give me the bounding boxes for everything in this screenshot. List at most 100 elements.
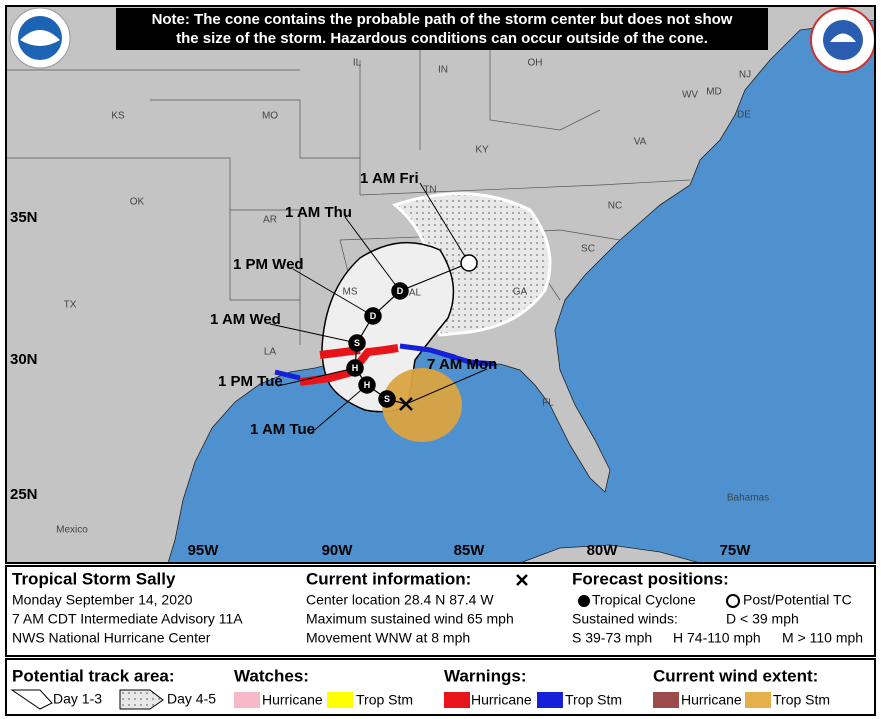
state-label: TN: [423, 185, 436, 196]
legend-text: Hurricane: [262, 692, 323, 708]
map-labels: IL IN OH KS MO KY WV VA OK AR TN NC SC MS AL GA TX LA FL Me…: [10, 58, 769, 559]
post-icon: [726, 594, 740, 608]
state-label: GA: [513, 287, 528, 298]
info-text: Center location 28.4 N 87.4 W: [306, 592, 494, 608]
forecast-point: [364, 307, 382, 325]
state-label: OH: [528, 58, 543, 69]
forecast-label: 1 PM Wed: [233, 256, 304, 273]
legend-text: Day 1-3: [53, 691, 102, 707]
forecast-point: [378, 390, 396, 408]
forecast-label: 1 PM Tue: [218, 373, 283, 390]
state-label: MS: [343, 287, 358, 298]
info-text: NWS National Hurricane Center: [12, 630, 211, 646]
legend-text: Trop Stm: [356, 692, 413, 708]
state-label: KS: [111, 111, 125, 122]
forecast-point: [358, 376, 376, 394]
info-title: Current information:: [306, 569, 471, 588]
legend-title: Watches:: [234, 666, 309, 685]
day13-icon: [10, 689, 53, 710]
state-label: VA: [634, 137, 647, 148]
info-text: Post/Potential TC: [743, 592, 852, 608]
note-line: Note: The cone contains the probable pat…: [152, 11, 733, 28]
info-text: Tropical Cyclone: [592, 592, 696, 608]
info-panel: [5, 565, 876, 657]
leader-line: [405, 368, 488, 405]
state-label: Bahamas: [727, 493, 769, 504]
point-code: D: [397, 286, 404, 296]
legend-text: Hurricane: [471, 692, 532, 708]
map: IL IN OH KS MO KY WV VA OK AR TN NC SC MS AL GA TX LA FL Me…: [6, 6, 875, 563]
watch-hurricane-swatch: [234, 692, 260, 708]
lon-label: 75W: [720, 542, 752, 559]
forecast-point: [460, 254, 478, 272]
state-label: DE: [737, 110, 751, 121]
forecast-point: [346, 359, 364, 377]
legend-text: Trop Stm: [773, 692, 830, 708]
legend-text: Day 4-5: [167, 691, 216, 707]
nws-logo: [810, 7, 875, 73]
state-label: IL: [353, 58, 362, 69]
point-code: H: [364, 380, 371, 390]
point-code: D: [466, 258, 473, 268]
forecast-point: [391, 282, 409, 300]
info-text: Monday September 14, 2020: [12, 592, 193, 608]
state-label: IN: [438, 65, 448, 76]
state-label: KY: [475, 145, 489, 156]
state-label: FL: [542, 398, 554, 409]
warn-hurricane-swatch: [444, 692, 470, 708]
point-code: D: [370, 311, 377, 321]
point-code: H: [352, 363, 359, 373]
tc-icon: [578, 595, 590, 607]
legend-text: Hurricane: [681, 692, 742, 708]
lat-label: 30N: [10, 351, 38, 368]
state-label: Mexico: [56, 525, 88, 536]
leader-line: [309, 384, 368, 435]
point-code: S: [354, 338, 360, 348]
note-line: the size of the storm. Hazardous conditi…: [176, 30, 708, 47]
lon-label: 95W: [188, 542, 220, 559]
state-label: AR: [263, 215, 277, 226]
watch-ts-swatch: [327, 692, 353, 708]
info-text: 7 AM CDT Intermediate Advisory 11A: [12, 611, 243, 627]
state-label: LA: [264, 347, 277, 358]
info-text: Sustained winds:: [572, 611, 678, 627]
lat-label: 25N: [10, 486, 38, 503]
state-label: NC: [608, 201, 622, 212]
leader-line: [277, 367, 356, 387]
forecast-label: 7 AM Mon: [427, 356, 497, 373]
state-label: AL: [409, 288, 422, 299]
current-position: [399, 397, 413, 411]
warning-ts: [274, 343, 496, 381]
info-text: Movement WNW at 8 mph: [306, 630, 470, 646]
storm-name: Tropical Storm Sally: [12, 569, 176, 588]
legend-title: Current wind extent:: [653, 666, 818, 685]
state-label: OK: [130, 197, 145, 208]
note-box: [116, 8, 768, 50]
map-frame: [5, 5, 876, 564]
state-label: MD: [706, 87, 722, 98]
wind-ts-swatch: [745, 692, 771, 708]
leader-line: [269, 323, 358, 344]
state-label: TX: [64, 300, 77, 311]
forecast-label: 1 AM Wed: [210, 311, 281, 328]
legend-title: Warnings:: [444, 666, 526, 685]
cuba: [519, 544, 701, 563]
state-label: SC: [581, 244, 595, 255]
info-title: Forecast positions:: [572, 569, 729, 588]
state-label: MO: [262, 111, 278, 122]
leader-line: [419, 182, 470, 264]
info-text: Maximum sustained wind 65 mph: [306, 611, 514, 627]
info-text: M > 110 mph: [782, 630, 863, 646]
lat-label: 35N: [10, 209, 38, 226]
info-text: H 74-110 mph: [673, 630, 761, 646]
wind-hurricane-swatch: [653, 692, 679, 708]
x-icon: [516, 574, 528, 586]
point-code: S: [384, 394, 390, 404]
forecast-label: 1 AM Thu: [285, 204, 352, 221]
info-text: D < 39 mph: [726, 611, 799, 627]
legend-title: Potential track area:: [12, 666, 175, 685]
day45-icon: [119, 689, 164, 710]
forecast-label: 1 AM Tue: [250, 421, 315, 438]
warn-ts-swatch: [537, 692, 563, 708]
leader-line: [292, 268, 374, 317]
